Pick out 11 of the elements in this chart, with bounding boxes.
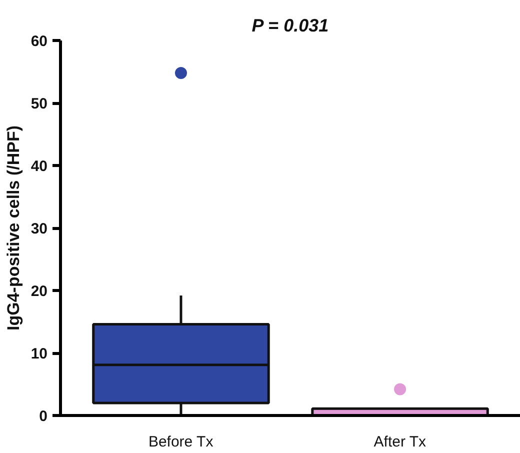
y-tick-label: 30 (30, 220, 48, 238)
y-tick-label: 10 (30, 346, 48, 362)
y-tick-label: 40 (30, 158, 48, 175)
y-tick-label: 0 (39, 408, 48, 425)
y-axis-title: IgG4-positive cells (/HPF) (4, 125, 23, 330)
y-tick-label: 60 (30, 33, 48, 50)
y-tick-label: 20 (30, 283, 48, 300)
x-tick-label: Before Tx (148, 434, 214, 450)
y-tick-label: 50 (30, 96, 48, 112)
text: P = 0.031 (252, 16, 329, 36)
x-tick-label: After Tx (374, 434, 427, 450)
